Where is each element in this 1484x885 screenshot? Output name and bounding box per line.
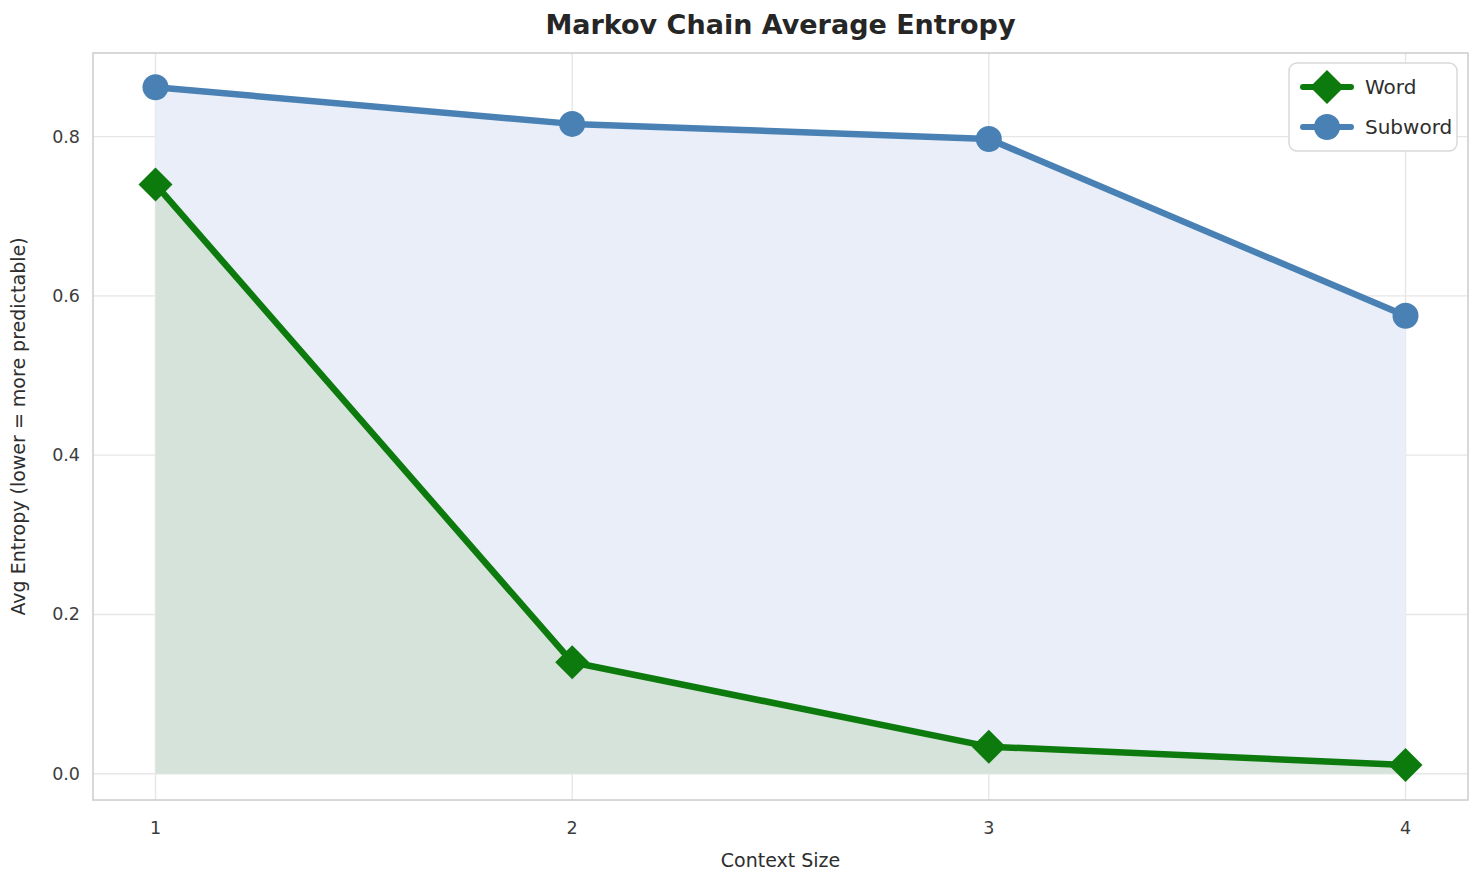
data-point-subword-x2 (559, 111, 585, 137)
legend-item-subword: Subword (1303, 114, 1452, 140)
legend-circle-icon (1314, 114, 1340, 140)
y-tick-label: 0.2 (52, 604, 80, 624)
data-point-subword-x4 (1393, 303, 1419, 329)
legend: Word Subword (1289, 63, 1457, 151)
data-point-subword-x1 (143, 74, 169, 100)
legend-label: Subword (1365, 115, 1452, 139)
x-tick-label: 3 (983, 818, 994, 838)
y-axis-label: Avg Entropy (lower = more predictable) (7, 237, 29, 615)
x-tick-label: 2 (567, 818, 578, 838)
y-tick-label: 0.8 (52, 127, 80, 147)
legend-label: Word (1365, 75, 1416, 99)
y-tick-label: 0.4 (52, 445, 80, 465)
markov-entropy-figure: 0.0 0.2 0.4 0.6 0.8 1 2 3 4 Context Size Avg Entro… (0, 0, 1484, 885)
chart-title: Markov Chain Average Entropy (545, 9, 1016, 40)
y-tick-label: 0.0 (52, 764, 80, 784)
x-tick-label: 1 (150, 818, 161, 838)
data-point-subword-x3 (976, 126, 1002, 152)
y-tick-label: 0.6 (52, 286, 80, 306)
entropy-line-chart: 0.0 0.2 0.4 0.6 0.8 1 2 3 4 Context Size Avg Entro… (0, 0, 1484, 885)
x-tick-label: 4 (1400, 818, 1411, 838)
x-axis-label: Context Size (721, 849, 840, 871)
